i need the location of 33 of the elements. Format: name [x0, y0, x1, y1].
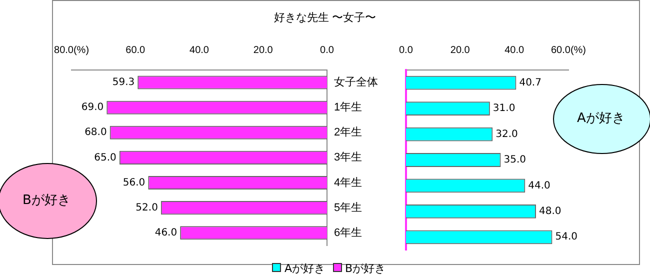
y-tick-label: 女子全体: [334, 76, 378, 89]
data-label: 56.0: [122, 177, 146, 188]
data-label: 48.0: [538, 206, 562, 218]
data-label: 52.0: [136, 202, 158, 214]
data-label: 65.0: [94, 152, 116, 164]
data-label: 46.0: [154, 227, 178, 238]
legend-label: Bが好き: [344, 262, 386, 275]
y-tick-label: 4年生: [334, 176, 362, 189]
data-label: 68.0: [84, 127, 107, 138]
data-label: 69.0: [81, 102, 104, 114]
x-tick-label: 40.0: [504, 44, 524, 56]
y-tick-label: 2年生: [334, 126, 362, 139]
x-tick-label: 0.0: [399, 44, 414, 56]
y-tick-label: 5年生: [334, 200, 362, 214]
data-label: 44.0: [528, 180, 550, 192]
x-tick-label: 80.0(%): [54, 44, 90, 56]
y-tick-label: 6年生: [334, 226, 362, 239]
data-label: 40.7: [519, 77, 542, 88]
y-tick-label: 3年生: [334, 150, 362, 164]
data-label: 32.0: [496, 128, 518, 140]
data-label: 59.3: [112, 77, 135, 88]
x-tick-label: 60.0(%): [550, 44, 586, 56]
x-tick-label: 40.0: [190, 44, 210, 56]
data-label: 31.0: [492, 103, 516, 114]
legend-label: Aが好き: [284, 262, 325, 275]
x-tick-label: 20.0: [450, 44, 470, 56]
y-tick-label: 1年生: [334, 100, 362, 114]
data-label: 35.0: [504, 154, 526, 166]
x-tick-label: 0.0: [320, 44, 334, 56]
x-tick-label: 20.0: [253, 44, 274, 56]
chart-title: 好きな先生 〜女子〜: [272, 10, 378, 25]
data-label: 54.0: [555, 232, 578, 243]
x-tick-label: 60.0: [126, 44, 146, 56]
